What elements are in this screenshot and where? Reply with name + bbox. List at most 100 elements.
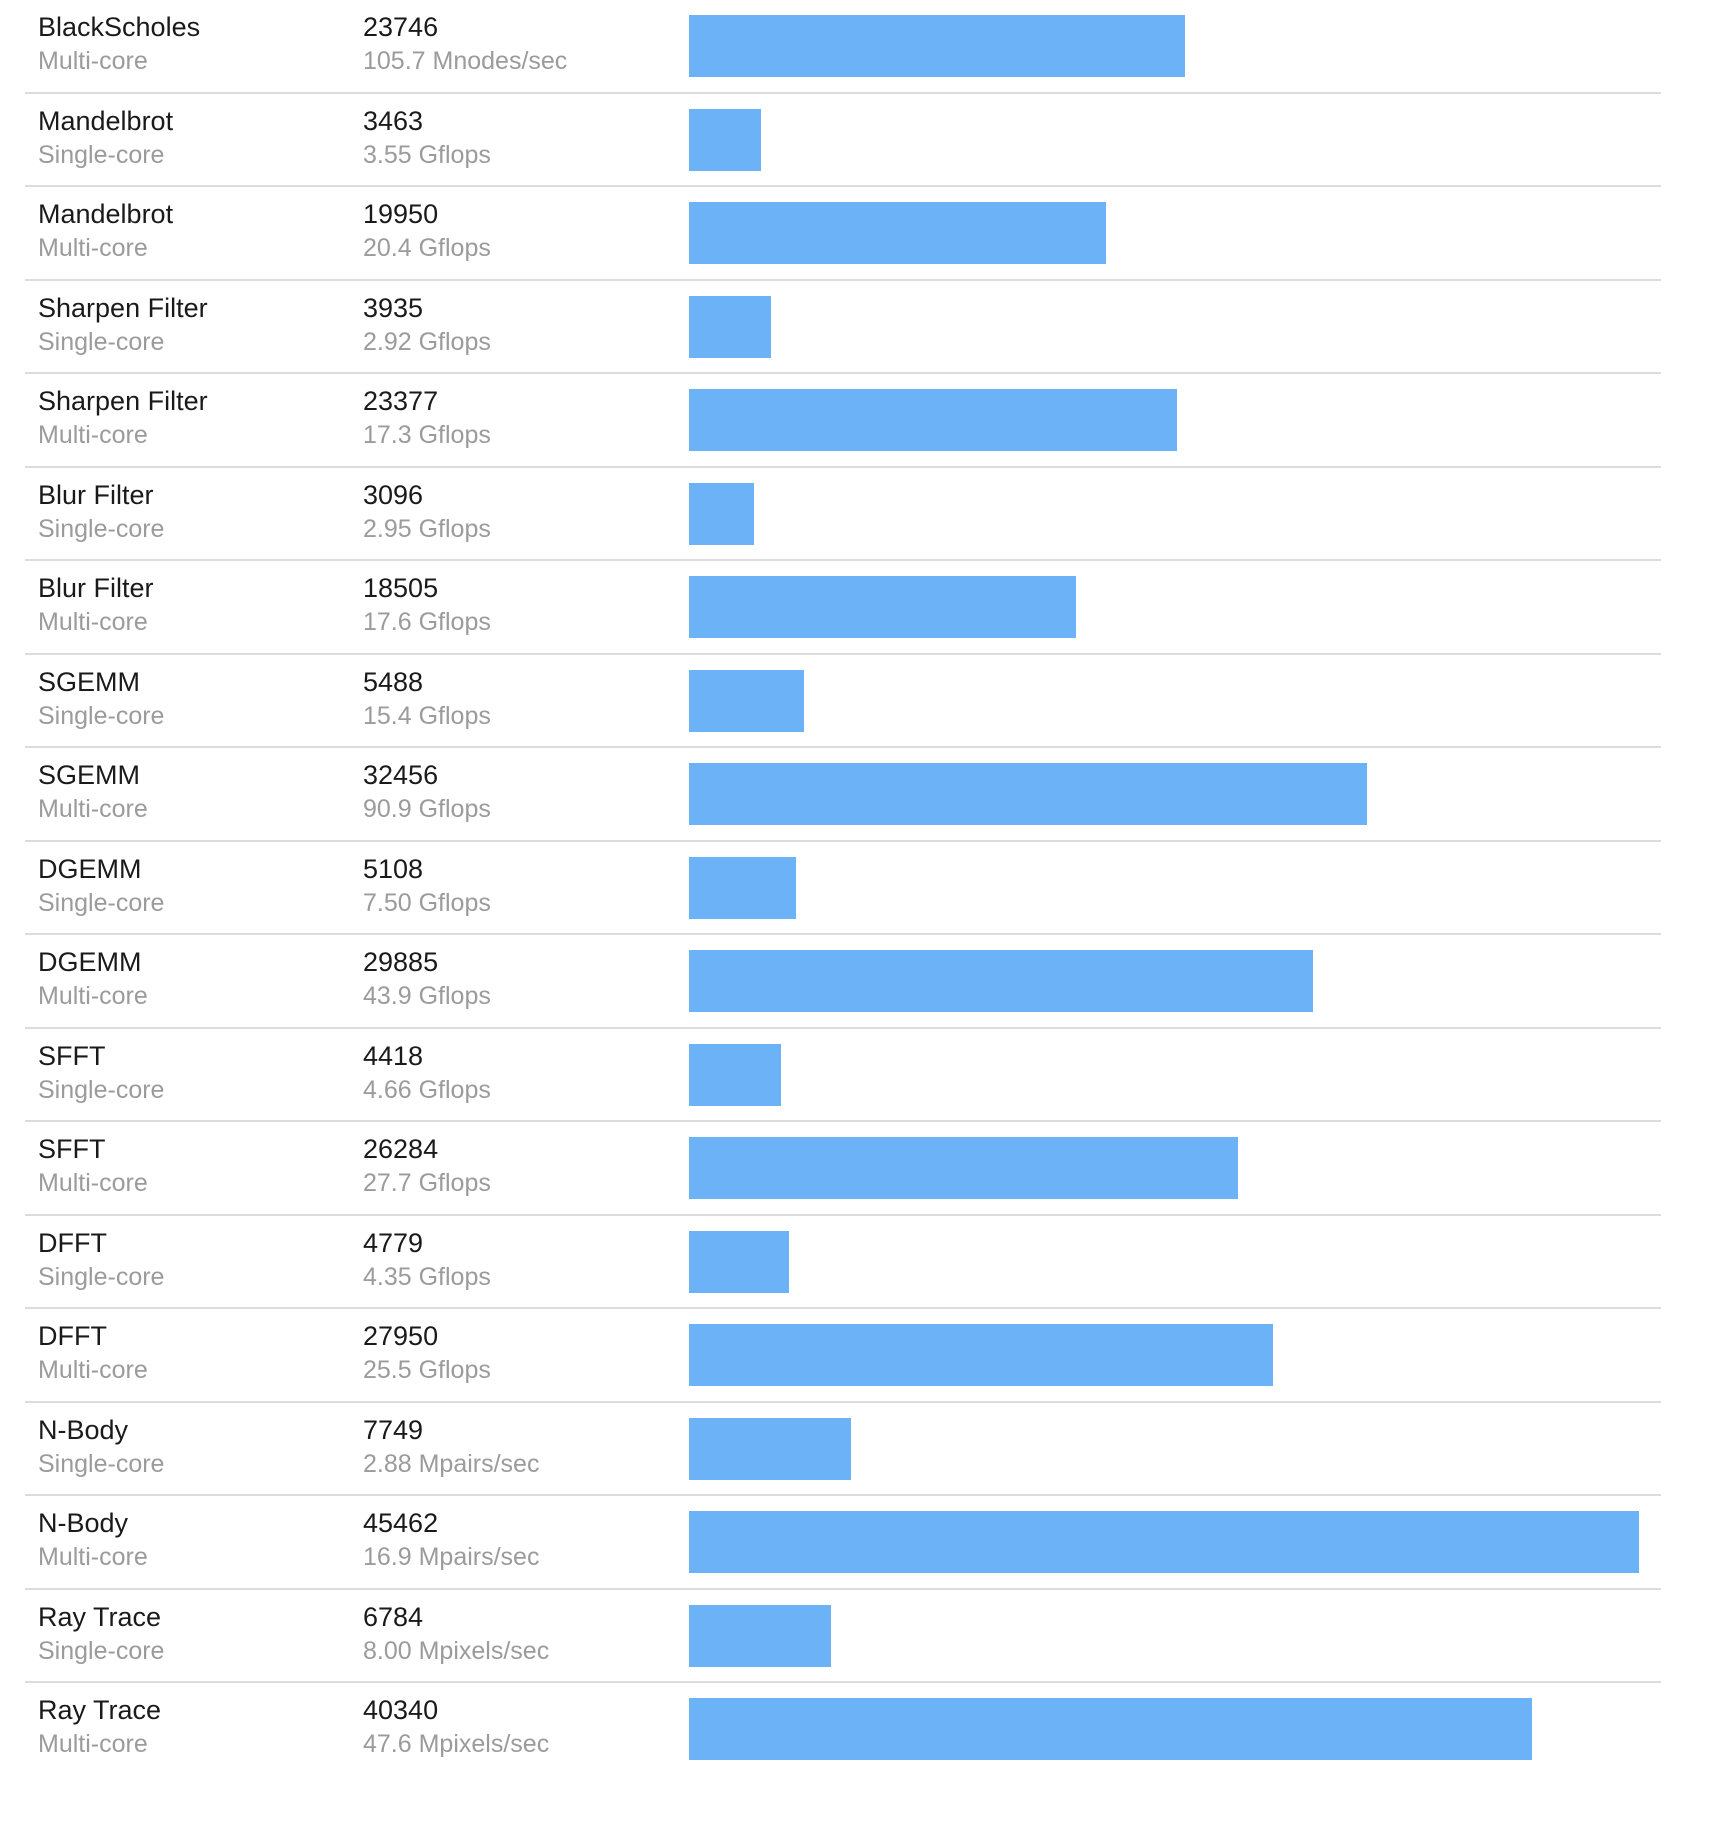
benchmark-name: Sharpen Filter: [38, 292, 208, 323]
score-bar: [689, 1137, 1238, 1199]
benchmark-row: DGEMM Multi-core 29885 43.9 Gflops: [25, 935, 1661, 1029]
benchmark-metric: 25.5 Gflops: [363, 1356, 491, 1384]
benchmark-row: SFFT Single-core 4418 4.66 Gflops: [25, 1029, 1661, 1122]
benchmark-row: Sharpen Filter Single-core 3935 2.92 Gflops: [25, 281, 1661, 374]
benchmark-metric: 4.66 Gflops: [363, 1075, 491, 1104]
benchmark-score: 3463: [363, 105, 424, 136]
benchmark-mode: Multi-core: [38, 234, 148, 262]
benchmark-score: 23377: [363, 386, 439, 416]
benchmark-metric: 4.35 Gflops: [363, 1262, 491, 1291]
benchmark-row: SFFT Multi-core 26284 27.7 Gflops: [25, 1122, 1661, 1216]
benchmark-mode: Single-core: [38, 1075, 165, 1104]
benchmark-score: 29885: [363, 947, 439, 977]
benchmark-mode: Multi-core: [38, 795, 148, 823]
benchmark-mode: Multi-core: [38, 421, 148, 449]
benchmark-score: 26284: [363, 1134, 439, 1164]
score-bar: [689, 1698, 1532, 1760]
benchmark-metric: 2.92 Gflops: [363, 327, 491, 356]
benchmark-metric: 7.50 Gflops: [363, 888, 491, 917]
benchmark-mode: Single-core: [38, 1636, 165, 1665]
score-bar: [689, 108, 761, 171]
benchmark-mode: Multi-core: [38, 608, 148, 636]
benchmark-row: DGEMM Single-core 5108 7.50 Gflops: [25, 842, 1661, 935]
score-bar: [689, 1230, 789, 1293]
benchmark-name: BlackScholes: [38, 12, 201, 42]
benchmark-metric: 90.9 Gflops: [363, 795, 491, 823]
benchmark-results-list: BlackScholes Multi-core 23746 105.7 Mnodes/…: [25, 0, 1661, 1777]
benchmark-metric: 2.88 Mpairs/sec: [363, 1449, 540, 1478]
benchmark-score: 32456: [363, 760, 439, 790]
benchmark-name: DGEMM: [38, 947, 142, 977]
score-bar: [689, 856, 796, 919]
benchmark-row: Ray Trace Single-core 6784 8.00 Mpixels/sec: [25, 1590, 1661, 1683]
score-bar: [689, 15, 1185, 77]
benchmark-metric: 2.95 Gflops: [363, 514, 491, 543]
benchmark-name: SGEMM: [38, 666, 141, 697]
benchmark-metric: 3.55 Gflops: [363, 140, 491, 169]
score-bar: [689, 295, 771, 358]
benchmark-name: Blur Filter: [38, 479, 154, 510]
benchmark-metric: 17.3 Gflops: [363, 421, 491, 449]
score-bar: [689, 1043, 781, 1106]
benchmark-mode: Single-core: [38, 888, 165, 917]
benchmark-name: Ray Trace: [38, 1695, 162, 1725]
benchmark-row: DFFT Multi-core 27950 25.5 Gflops: [25, 1309, 1661, 1403]
benchmark-row: Blur Filter Multi-core 18505 17.6 Gflops: [25, 561, 1661, 655]
benchmark-score: 40340: [363, 1695, 439, 1725]
score-bar: [689, 202, 1106, 264]
benchmark-row: SGEMM Single-core 5488 15.4 Gflops: [25, 655, 1661, 748]
benchmark-score: 7749: [363, 1414, 424, 1445]
benchmark-metric: 15.4 Gflops: [363, 701, 491, 730]
benchmark-mode: Multi-core: [38, 1730, 148, 1758]
score-bar: [689, 576, 1076, 638]
benchmark-row: Mandelbrot Single-core 3463 3.55 Gflops: [25, 94, 1661, 187]
benchmark-name: Mandelbrot: [38, 105, 174, 136]
score-bar: [689, 1324, 1273, 1386]
benchmark-metric: 105.7 Mnodes/sec: [363, 47, 568, 75]
benchmark-metric: 8.00 Mpixels/sec: [363, 1636, 550, 1665]
benchmark-score: 45462: [363, 1508, 439, 1538]
benchmark-name: DGEMM: [38, 853, 142, 884]
score-bar: [689, 763, 1367, 825]
benchmark-name: SGEMM: [38, 760, 141, 790]
benchmark-metric: 20.4 Gflops: [363, 234, 491, 262]
benchmark-metric: 43.9 Gflops: [363, 982, 491, 1010]
benchmark-score: 19950: [363, 199, 439, 229]
score-bar: [689, 669, 804, 732]
benchmark-score: 18505: [363, 573, 439, 603]
benchmark-row: BlackScholes Multi-core 23746 105.7 Mnodes/…: [25, 0, 1661, 94]
benchmark-name: DFFT: [38, 1227, 107, 1258]
benchmark-row: N-Body Single-core 7749 2.88 Mpairs/sec: [25, 1403, 1661, 1496]
benchmark-mode: Single-core: [38, 140, 165, 169]
benchmark-name: SFFT: [38, 1040, 106, 1071]
benchmark-name: Ray Trace: [38, 1601, 162, 1632]
benchmark-row: DFFT Single-core 4779 4.35 Gflops: [25, 1216, 1661, 1309]
benchmark-name: Mandelbrot: [38, 199, 174, 229]
score-bar: [689, 950, 1313, 1012]
benchmark-metric: 17.6 Gflops: [363, 608, 491, 636]
benchmark-metric: 27.7 Gflops: [363, 1169, 491, 1197]
benchmark-score: 5488: [363, 666, 424, 697]
benchmark-mode: Multi-core: [38, 1169, 148, 1197]
benchmark-mode: Single-core: [38, 701, 165, 730]
benchmark-row: Mandelbrot Multi-core 19950 20.4 Gflops: [25, 187, 1661, 281]
score-bar: [689, 482, 754, 545]
benchmark-mode: Single-core: [38, 1449, 165, 1478]
score-bar: [689, 1417, 851, 1480]
benchmark-mode: Multi-core: [38, 1356, 148, 1384]
benchmark-name: Sharpen Filter: [38, 386, 208, 416]
benchmark-row: N-Body Multi-core 45462 16.9 Mpairs/sec: [25, 1496, 1661, 1590]
benchmark-row: SGEMM Multi-core 32456 90.9 Gflops: [25, 748, 1661, 842]
benchmark-row: Ray Trace Multi-core 40340 47.6 Mpixels/sec: [25, 1683, 1661, 1777]
score-bar: [689, 1604, 831, 1667]
benchmark-score: 5108: [363, 853, 424, 884]
score-bar: [689, 389, 1177, 451]
score-bar: [689, 1511, 1639, 1573]
benchmark-mode: Single-core: [38, 514, 165, 543]
benchmark-name: DFFT: [38, 1321, 107, 1351]
benchmark-score: 6784: [363, 1601, 424, 1632]
benchmark-score: 27950: [363, 1321, 439, 1351]
benchmark-score: 3935: [363, 292, 424, 323]
benchmark-metric: 16.9 Mpairs/sec: [363, 1543, 540, 1571]
benchmark-score: 4418: [363, 1040, 424, 1071]
